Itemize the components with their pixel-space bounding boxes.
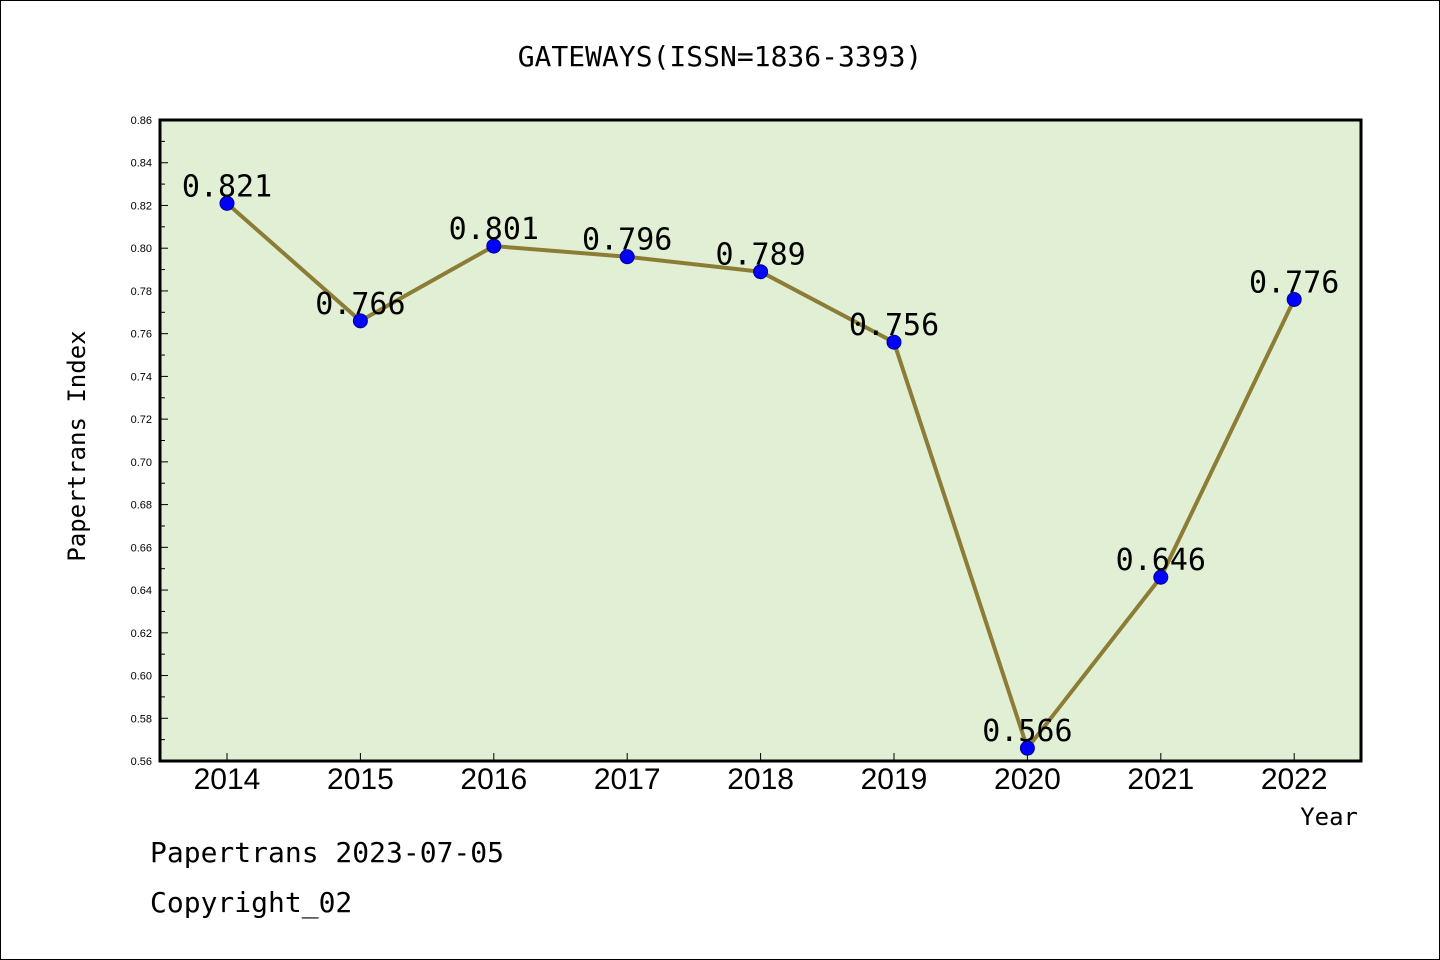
y-tick-label: 0.86 [131,115,152,127]
y-tick-label: 0.60 [131,671,152,683]
data-point [619,249,635,265]
x-tick-label: 2021 [1127,763,1194,796]
x-tick-label: 2018 [727,763,794,796]
y-tick-label: 0.70 [131,457,152,469]
x-tick-label: 2017 [594,763,661,796]
y-tick-label: 0.72 [131,414,152,426]
y-tick-label: 0.82 [131,200,152,212]
y-tick-label: 0.76 [131,329,152,341]
y-tick-label: 0.64 [131,585,152,597]
y-tick-label: 0.62 [131,628,152,640]
data-point [886,334,902,350]
data-label: 0.821 [182,169,272,204]
data-point [1153,569,1169,585]
x-axis-ticks: 2014 2015 2016 2017 2018 2019 2020 2021 2022 [194,753,1328,796]
chart-title: GATEWAYS(ISSN=1836-3393) [518,40,923,73]
data-label: 0.566 [982,714,1072,749]
plot-area [158,118,1363,763]
y-tick-label: 0.56 [131,756,152,768]
data-label: 0.789 [715,238,805,273]
x-tick-label: 2019 [861,763,928,796]
y-tick-label: 0.66 [131,542,152,554]
data-point [753,264,769,280]
data-label: 0.796 [582,223,672,258]
y-axis-label: Papertrans Index [63,330,91,561]
x-tick-label: 2022 [1261,763,1328,796]
footer-copyright-line: Copyright_02 [150,886,353,919]
data-label: 0.801 [449,212,539,247]
footer-date-line: Papertrans 2023-07-05 [150,836,505,869]
x-tick-label: 2016 [460,763,527,796]
y-axis-ticks: 0.56 0.58 0.60 0.62 0.64 0.66 0.68 0.70 0.72 0.74… [131,115,168,768]
y-tick-label: 0.58 [131,713,152,725]
data-point [219,195,235,211]
data-label: 0.766 [315,287,405,322]
x-tick-label: 2014 [194,763,261,796]
data-point [486,238,502,254]
data-point [352,313,368,329]
y-tick-label: 0.74 [131,371,152,383]
data-point [1286,291,1302,307]
y-tick-label: 0.84 [131,158,152,170]
data-label: 0.776 [1249,265,1339,300]
y-tick-label: 0.78 [131,286,152,298]
x-tick-label: 2020 [994,763,1061,796]
data-label: 0.646 [1116,543,1206,578]
data-point [1019,740,1035,756]
x-axis-label: Year [1300,803,1358,831]
y-tick-label: 0.80 [131,243,152,255]
y-tick-label: 0.68 [131,500,152,512]
series-group: 0.821 0.766 0.801 0.796 0.789 0.756 0.566 0.646… [182,169,1339,756]
data-label: 0.756 [849,308,939,343]
x-tick-label: 2015 [327,763,394,796]
